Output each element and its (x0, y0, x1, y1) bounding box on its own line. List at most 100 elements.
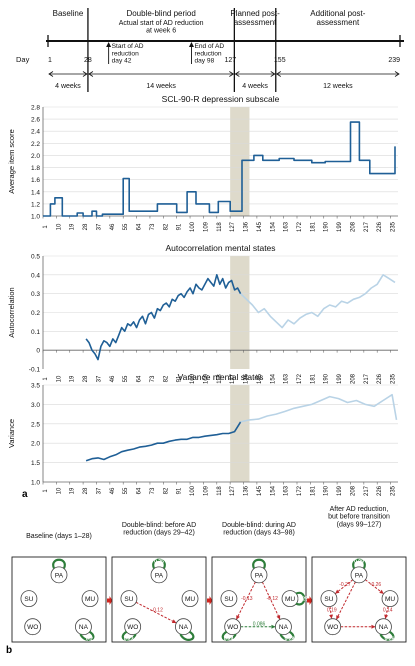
network-edge (384, 606, 389, 620)
network-node-label: WO (227, 624, 238, 631)
panel-transition-arrow (207, 596, 213, 605)
chart-3: Variance mental states 1.0 1.5 2.0 2.5 3.0 3.5… (7, 372, 398, 496)
x-tick-label: 55 (123, 487, 129, 494)
annotation-end-ad-reduction: End of AD reduction day 98 (194, 43, 224, 65)
network-node-su (20, 590, 38, 608)
network-self-loop-label: 0.24 (224, 637, 234, 643)
x-tick-label: 199 (337, 373, 343, 384)
y-tick-label: 1.2 (31, 201, 40, 208)
timeline-day-tick: 155 (274, 57, 286, 64)
phase-baseline-label: Baseline (53, 9, 84, 18)
network-self-loop (252, 558, 266, 569)
network-self-loop-label: 0.25 (154, 559, 164, 565)
x-tick-label: 19 (69, 375, 75, 382)
network-node-label: PA (55, 572, 64, 579)
network-edge (261, 581, 281, 620)
network-panel-3: Double-blind: during AD reduction (days 4… (211, 522, 313, 643)
x-tick-label: 181 (310, 485, 316, 496)
y-tick-label: 1.8 (31, 165, 40, 172)
shaded-transition-region (230, 107, 250, 216)
network-panel-title: Baseline (days 1–28) (26, 533, 92, 540)
x-tick-label: 199 (337, 221, 343, 232)
network-self-loop-label: 0.09 (354, 559, 364, 565)
network-panel-2: Double-blind: before AD reduction (days 2… (111, 522, 213, 643)
network-node-na (75, 618, 92, 636)
network-node-na (175, 618, 192, 636)
x-tick-label: 73 (150, 487, 156, 494)
network-node-label: SU (124, 596, 133, 603)
network-node-label: NA (379, 624, 389, 631)
x-tick-label: 199 (337, 485, 343, 496)
x-tick-label: 19 (69, 223, 75, 230)
x-tick-label: 118 (216, 486, 222, 496)
duration-arrow-right (229, 71, 235, 77)
x-tick-label: 100 (190, 485, 196, 496)
network-node-label: NA (79, 624, 89, 631)
x-tick-label: 1 (43, 489, 49, 493)
duration-arrow-left (48, 71, 54, 77)
duration-label: 12 weeks (323, 83, 353, 90)
y-tick-label: 1.5 (31, 460, 40, 467)
x-tick-label: 82 (163, 487, 169, 494)
phase-double-blind-subtitle: Actual start of AD reduction at week 6 (119, 20, 204, 35)
network-node-label: WO (27, 624, 38, 631)
x-tick-label: 109 (203, 373, 209, 384)
network-edge-label: -0.13 (241, 596, 253, 602)
y-tick-label: 1.0 (31, 214, 40, 221)
duration-arrow-left (234, 71, 240, 77)
phase-planned-post-label: Planned post-assessment (230, 9, 280, 27)
x-tick-label: 10 (56, 223, 62, 230)
x-tick-label: 28 (83, 375, 89, 382)
network-panel-title: After AD reduction, but before transition… (328, 506, 390, 528)
y-tick-label: 1.6 (31, 177, 40, 184)
annotation-start-ad-reduction: Start of AD reduction day 42 (112, 43, 144, 65)
network-panel-1: Baseline (days 1–28) PA SU MU WO NA 0.2 (11, 533, 113, 643)
network-edge-label: 0.19 (327, 608, 337, 614)
network-edge (335, 581, 356, 620)
network-self-loop (279, 630, 295, 641)
timeline: Baseline Double-blind period Actual start … (16, 8, 404, 92)
x-tick-label: 190 (323, 485, 329, 496)
shaded-transition-region (230, 385, 250, 482)
network-self-loop (79, 630, 95, 641)
x-tick-label: 208 (350, 221, 356, 232)
network-self-loop (179, 630, 195, 641)
series-line-2 (240, 273, 396, 329)
chart-title: Autocorrelation mental states (165, 243, 275, 253)
y-tick-label: 2.4 (31, 129, 40, 136)
x-tick-label: 46 (109, 375, 115, 382)
x-tick-label: 64 (136, 223, 142, 230)
network-node-mu (81, 590, 99, 608)
network-edge-arrowhead (384, 614, 389, 619)
network-panels: Baseline (days 1–28) PA SU MU WO NA 0.2 Double-… (11, 506, 407, 643)
x-tick-label: 64 (136, 487, 142, 494)
x-tick-label: 64 (136, 375, 142, 382)
x-tick-label: 136 (243, 373, 249, 384)
duration-arrow-left (88, 71, 94, 77)
panel-transition-arrow (107, 596, 113, 605)
series-line-1 (85, 273, 242, 361)
x-tick-label: 145 (256, 485, 262, 496)
network-self-loop-label: 0.23 (124, 637, 134, 643)
x-tick-label: 172 (297, 485, 303, 496)
duration-label: 14 weeks (146, 83, 176, 90)
x-tick-label: 19 (69, 487, 75, 494)
network-edge-label: -0.26 (370, 582, 382, 588)
network-self-loop (379, 630, 395, 641)
duration-arrow-right (82, 71, 88, 77)
x-tick-label: 73 (150, 375, 156, 382)
panel-b-label: b (6, 645, 12, 656)
duration-label: 4 weeks (242, 83, 268, 90)
network-edge-arrowhead (371, 624, 376, 629)
annotation-arrow-head (106, 42, 112, 47)
y-tick-label: 0 (36, 348, 40, 355)
network-edge-arrowhead (329, 614, 334, 619)
y-axis-label: Average item score (7, 129, 16, 193)
duration-label: 4 weeks (55, 83, 81, 90)
x-tick-label: 163 (283, 373, 289, 384)
x-tick-label: 100 (190, 373, 196, 384)
x-tick-label: 55 (123, 223, 129, 230)
duration-arrow-left (276, 71, 281, 77)
network-node-su (220, 590, 238, 608)
network-edge-label: -0.12 (151, 608, 163, 614)
